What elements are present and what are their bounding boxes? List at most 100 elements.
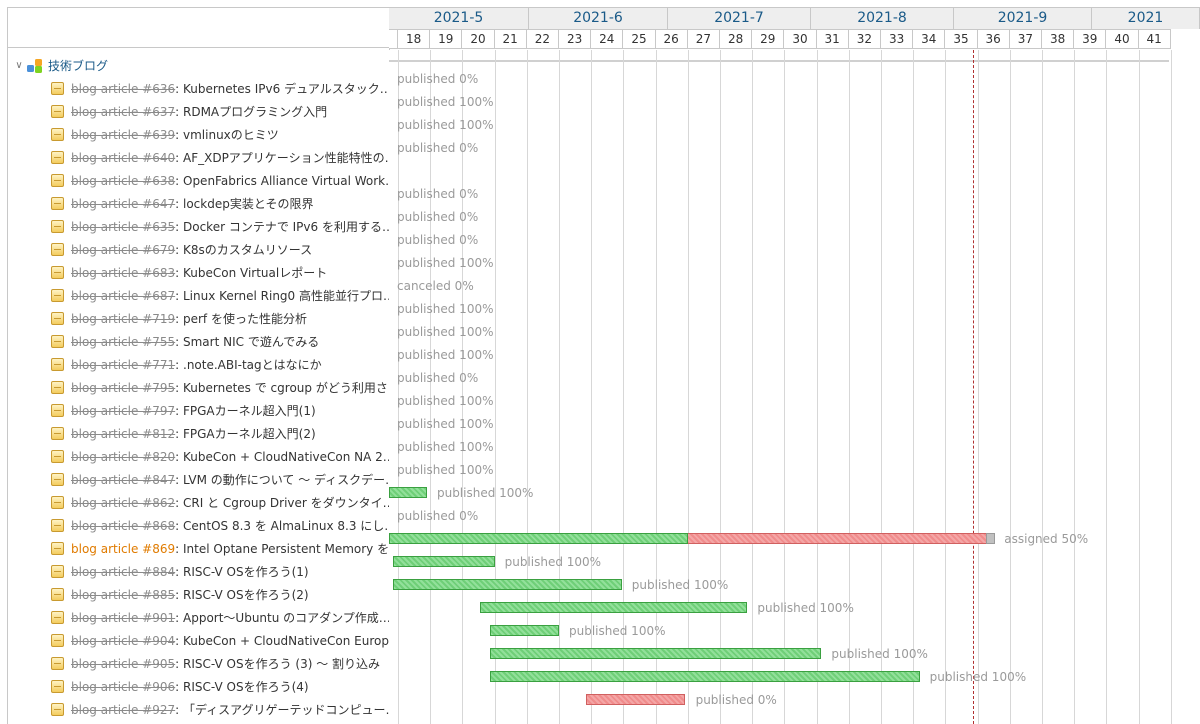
gantt-status-label: published 100%: [397, 348, 494, 362]
issue-row[interactable]: blog article #637: RDMAプログラミング入門: [8, 101, 389, 124]
week-gridline: [1138, 50, 1140, 724]
issue-subject: blog article #771: .note.ABI-tagとはなにか: [71, 357, 322, 373]
week-header: 40: [1106, 29, 1139, 49]
issue-row[interactable]: blog article #862: CRI と Cgroup Driver を…: [8, 492, 389, 515]
issue-row[interactable]: blog article #635: Docker コンテナで IPv6 を利用…: [8, 216, 389, 239]
issue-row[interactable]: blog article #868: CentOS 8.3 を AlmaLinu…: [8, 515, 389, 538]
issue-link[interactable]: blog article #820: [71, 450, 176, 464]
issue-link[interactable]: blog article #847: [71, 473, 176, 487]
issue-link[interactable]: blog article #639: [71, 128, 176, 142]
issue-link[interactable]: blog article #679: [71, 243, 176, 257]
issue-row[interactable]: blog article #647: lockdep実装とその限界: [8, 193, 389, 216]
gantt-bar-done[interactable]: [393, 556, 495, 567]
issue-row[interactable]: blog article #927: 「ディスアグリゲーテッドコンピュー…: [8, 699, 389, 722]
project-name[interactable]: 技術ブログ: [48, 59, 109, 73]
issue-row[interactable]: blog article #901: Apport〜Ubuntu のコアダンプ作…: [8, 607, 389, 630]
issue-row[interactable]: blog article #640: AF_XDPアプリケーション性能特性の…: [8, 147, 389, 170]
issue-row[interactable]: blog article #683: KubeCon Virtualレポート: [8, 262, 389, 285]
issue-row[interactable]: blog article #869: Intel Optane Persiste…: [8, 538, 389, 561]
issue-link[interactable]: blog article #687: [71, 289, 176, 303]
issue-subject: blog article #820: KubeCon + CloudNative…: [71, 449, 389, 465]
issue-row[interactable]: blog article #812: FPGAカーネル超入門(2): [8, 423, 389, 446]
project-row[interactable]: ∨ 技術ブログ: [8, 55, 389, 78]
week-header-spacer: [389, 29, 398, 49]
issue-link[interactable]: blog article #927: [71, 703, 176, 717]
issue-link[interactable]: blog article #719: [71, 312, 176, 326]
issue-row[interactable]: blog article #847: LVM の動作について 〜 ディスクデー…: [8, 469, 389, 492]
issue-row[interactable]: blog article #906: RISC-V OSを作ろう(4): [8, 676, 389, 699]
issue-title: : Smart NIC で遊んでみる: [175, 335, 320, 349]
issue-row[interactable]: blog article #795: Kubernetes で cgroup が…: [8, 377, 389, 400]
issue-row[interactable]: blog article #905: RISC-V OSを作ろう (3) 〜 割…: [8, 653, 389, 676]
issue-row[interactable]: blog article #755: Smart NIC で遊んでみる: [8, 331, 389, 354]
issue-link[interactable]: blog article #901: [71, 611, 176, 625]
issue-row[interactable]: blog article #820: KubeCon + CloudNative…: [8, 446, 389, 469]
issue-row[interactable]: blog article #679: K8sのカスタムリソース: [8, 239, 389, 262]
issue-link[interactable]: blog article #906: [71, 680, 176, 694]
gantt-bar-late[interactable]: [586, 694, 685, 705]
week-gridline: [559, 50, 560, 724]
gantt-bar-done[interactable]: [489, 625, 559, 636]
issue-row[interactable]: blog article #687: Linux Kernel Ring0 高性…: [8, 285, 389, 308]
issue-title: : RISC-V OSを作ろう(2): [175, 588, 309, 602]
issue-row[interactable]: blog article #885: RISC-V OSを作ろう(2): [8, 584, 389, 607]
issue-link[interactable]: blog article #683: [71, 266, 176, 280]
issue-title: : lockdep実装とその限界: [175, 197, 314, 211]
month-header: 2021: [1092, 7, 1200, 29]
issue-link[interactable]: blog article #905: [71, 657, 176, 671]
issue-title: : LVM の動作について 〜 ディスクデー…: [175, 473, 389, 487]
issue-subject: blog article #812: FPGAカーネル超入門(2): [71, 426, 316, 442]
issue-link[interactable]: blog article #868: [71, 519, 176, 533]
issue-row[interactable]: blog article #797: FPGAカーネル超入門(1): [8, 400, 389, 423]
week-gridline: [494, 50, 496, 724]
gantt-bar-done[interactable]: [480, 602, 748, 613]
gantt-bar-todo[interactable]: [986, 533, 996, 544]
issue-link[interactable]: blog article #637: [71, 105, 176, 119]
gantt-status-label: canceled 0%: [397, 279, 474, 293]
issue-link[interactable]: blog article #636: [71, 82, 176, 96]
week-gridline: [881, 50, 882, 724]
issue-row[interactable]: blog article #771: .note.ABI-tagとはなにか: [8, 354, 389, 377]
issue-title: : KubeCon + CloudNativeCon NA 2…: [175, 450, 389, 464]
issue-link[interactable]: blog article #904: [71, 634, 176, 648]
issue-row[interactable]: blog article #904: KubeCon + CloudNative…: [8, 630, 389, 653]
issue-row[interactable]: blog article #639: vmlinuxのヒミツ: [8, 124, 389, 147]
issue-row[interactable]: blog article #884: RISC-V OSを作ろう(1): [8, 561, 389, 584]
issue-link[interactable]: blog article #885: [71, 588, 176, 602]
week-header: 32: [848, 29, 881, 49]
week-header: 26: [655, 29, 688, 49]
issue-row[interactable]: blog article #719: perf を使った性能分析: [8, 308, 389, 331]
issue-link[interactable]: blog article #812: [71, 427, 176, 441]
week-gridline: [398, 50, 399, 724]
issue-link[interactable]: blog article #640: [71, 151, 176, 165]
issue-link[interactable]: blog article #771: [71, 358, 176, 372]
issue-subject: blog article #904: KubeCon + CloudNative…: [71, 633, 389, 649]
issue-icon: [51, 174, 64, 187]
issue-icon: [51, 358, 64, 371]
issue-link[interactable]: blog article #638: [71, 174, 176, 188]
issue-icon: [51, 82, 64, 95]
issue-link[interactable]: blog article #755: [71, 335, 176, 349]
gantt-bar-done[interactable]: [389, 533, 689, 544]
issue-subject: blog article #868: CentOS 8.3 を AlmaLinu…: [71, 518, 389, 534]
gantt-bar-done[interactable]: [489, 648, 822, 659]
issue-row[interactable]: blog article #636: Kubernetes IPv6 デュアルス…: [8, 78, 389, 101]
gantt-status-label: published 100%: [504, 555, 602, 569]
week-header: 35: [945, 29, 978, 49]
issue-link[interactable]: blog article #647: [71, 197, 176, 211]
chevron-down-icon[interactable]: ∨: [15, 60, 23, 71]
issue-row[interactable]: blog article #638: OpenFabrics Alliance …: [8, 170, 389, 193]
week-header: 18: [398, 29, 431, 49]
issue-link[interactable]: blog article #795: [71, 381, 176, 395]
issue-link[interactable]: blog article #884: [71, 565, 176, 579]
issue-link[interactable]: blog article #862: [71, 496, 176, 510]
week-header: 25: [623, 29, 656, 49]
week-header: 20: [462, 29, 495, 49]
gantt-bar-done[interactable]: [489, 671, 920, 682]
issue-subject: blog article #687: Linux Kernel Ring0 高性…: [71, 288, 389, 304]
issue-link[interactable]: blog article #635: [71, 220, 176, 234]
issue-link[interactable]: blog article #869: [71, 542, 176, 556]
gantt-bar-done[interactable]: [389, 487, 427, 498]
gantt-bar-done[interactable]: [393, 579, 622, 590]
issue-link[interactable]: blog article #797: [71, 404, 176, 418]
